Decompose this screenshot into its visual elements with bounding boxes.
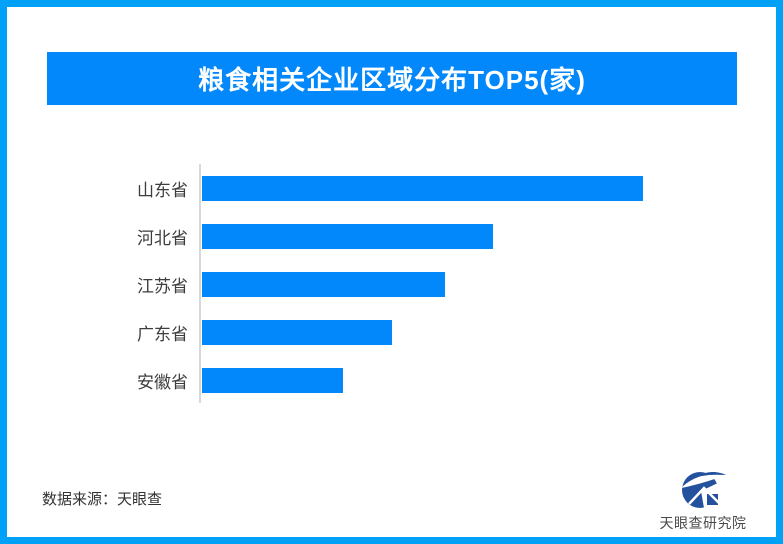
bar-track — [202, 175, 750, 201]
category-label: 河北省 — [137, 228, 188, 248]
bar-track — [202, 367, 750, 393]
category-label: 广东省 — [137, 324, 188, 344]
bar-row: 江苏省 — [30, 260, 750, 308]
bar-track — [202, 319, 750, 345]
data-source-note: 数据来源：天眼查 — [42, 491, 163, 508]
bar — [202, 319, 392, 345]
bar-row: 山东省 — [30, 164, 750, 212]
bar — [202, 223, 493, 249]
bar-row: 广东省 — [30, 308, 750, 356]
bar-row: 河北省 — [30, 212, 750, 260]
y-axis-line — [199, 164, 201, 403]
bar — [202, 367, 343, 393]
category-label: 山东省 — [137, 180, 188, 200]
bar — [202, 271, 445, 297]
bar — [202, 175, 643, 201]
category-label: 安徽省 — [137, 372, 188, 392]
tianyancha-logo-text: 天眼查研究院 — [659, 515, 747, 531]
bar-rows: 山东省河北省江苏省广东省安徽省 — [30, 164, 750, 404]
category-label: 江苏省 — [137, 276, 188, 296]
title-banner: 粮食相关企业区域分布TOP5(家) — [47, 52, 737, 105]
bar-track — [202, 223, 750, 249]
bar-track — [202, 271, 750, 297]
bar-row: 安徽省 — [30, 356, 750, 404]
tianyancha-logo-icon — [681, 471, 726, 508]
tianyancha-logo: 天眼查研究院 — [648, 468, 758, 533]
chart-title: 粮食相关企业区域分布TOP5(家) — [198, 65, 586, 95]
